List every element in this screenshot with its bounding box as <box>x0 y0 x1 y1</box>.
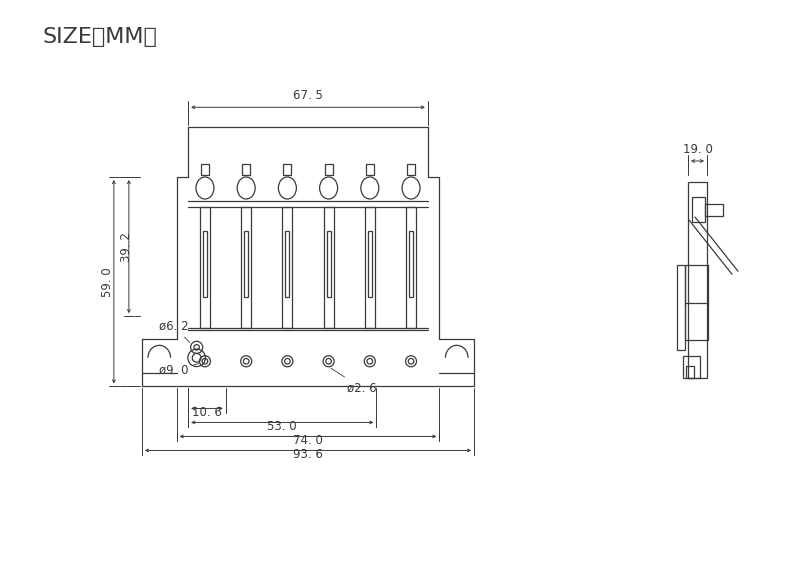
Bar <box>705 204 723 215</box>
Bar <box>200 207 210 328</box>
Text: ø2. 6: ø2. 6 <box>331 369 376 394</box>
Text: SIZE（MM）: SIZE（MM） <box>42 27 157 47</box>
Bar <box>366 164 374 175</box>
Bar <box>326 231 330 298</box>
Bar <box>688 182 707 378</box>
Text: 59. 0: 59. 0 <box>102 267 114 297</box>
Text: 39. 2: 39. 2 <box>120 232 134 261</box>
Bar <box>368 231 372 298</box>
Bar <box>325 164 333 175</box>
Text: ø9. 0: ø9. 0 <box>158 363 199 377</box>
Bar <box>282 207 292 328</box>
Text: ø6. 2: ø6. 2 <box>158 319 190 342</box>
Bar <box>242 164 250 175</box>
Bar <box>365 207 375 328</box>
Bar <box>409 231 413 298</box>
Text: 67. 5: 67. 5 <box>293 89 323 102</box>
Bar <box>407 164 415 175</box>
Text: 93. 6: 93. 6 <box>293 448 323 462</box>
Text: 19. 0: 19. 0 <box>682 143 713 156</box>
Bar <box>201 164 209 175</box>
Text: 10. 6: 10. 6 <box>192 407 222 420</box>
Text: 74. 0: 74. 0 <box>293 434 323 447</box>
Bar <box>283 164 291 175</box>
Bar <box>241 207 251 328</box>
Bar <box>685 265 708 340</box>
Bar <box>286 231 290 298</box>
Bar <box>324 207 334 328</box>
Bar <box>683 357 700 378</box>
Bar <box>692 197 705 222</box>
Text: 53. 0: 53. 0 <box>267 421 297 433</box>
Bar <box>406 207 416 328</box>
Bar <box>244 231 248 298</box>
Bar <box>686 366 694 378</box>
Bar <box>203 231 207 298</box>
Bar <box>677 265 685 350</box>
